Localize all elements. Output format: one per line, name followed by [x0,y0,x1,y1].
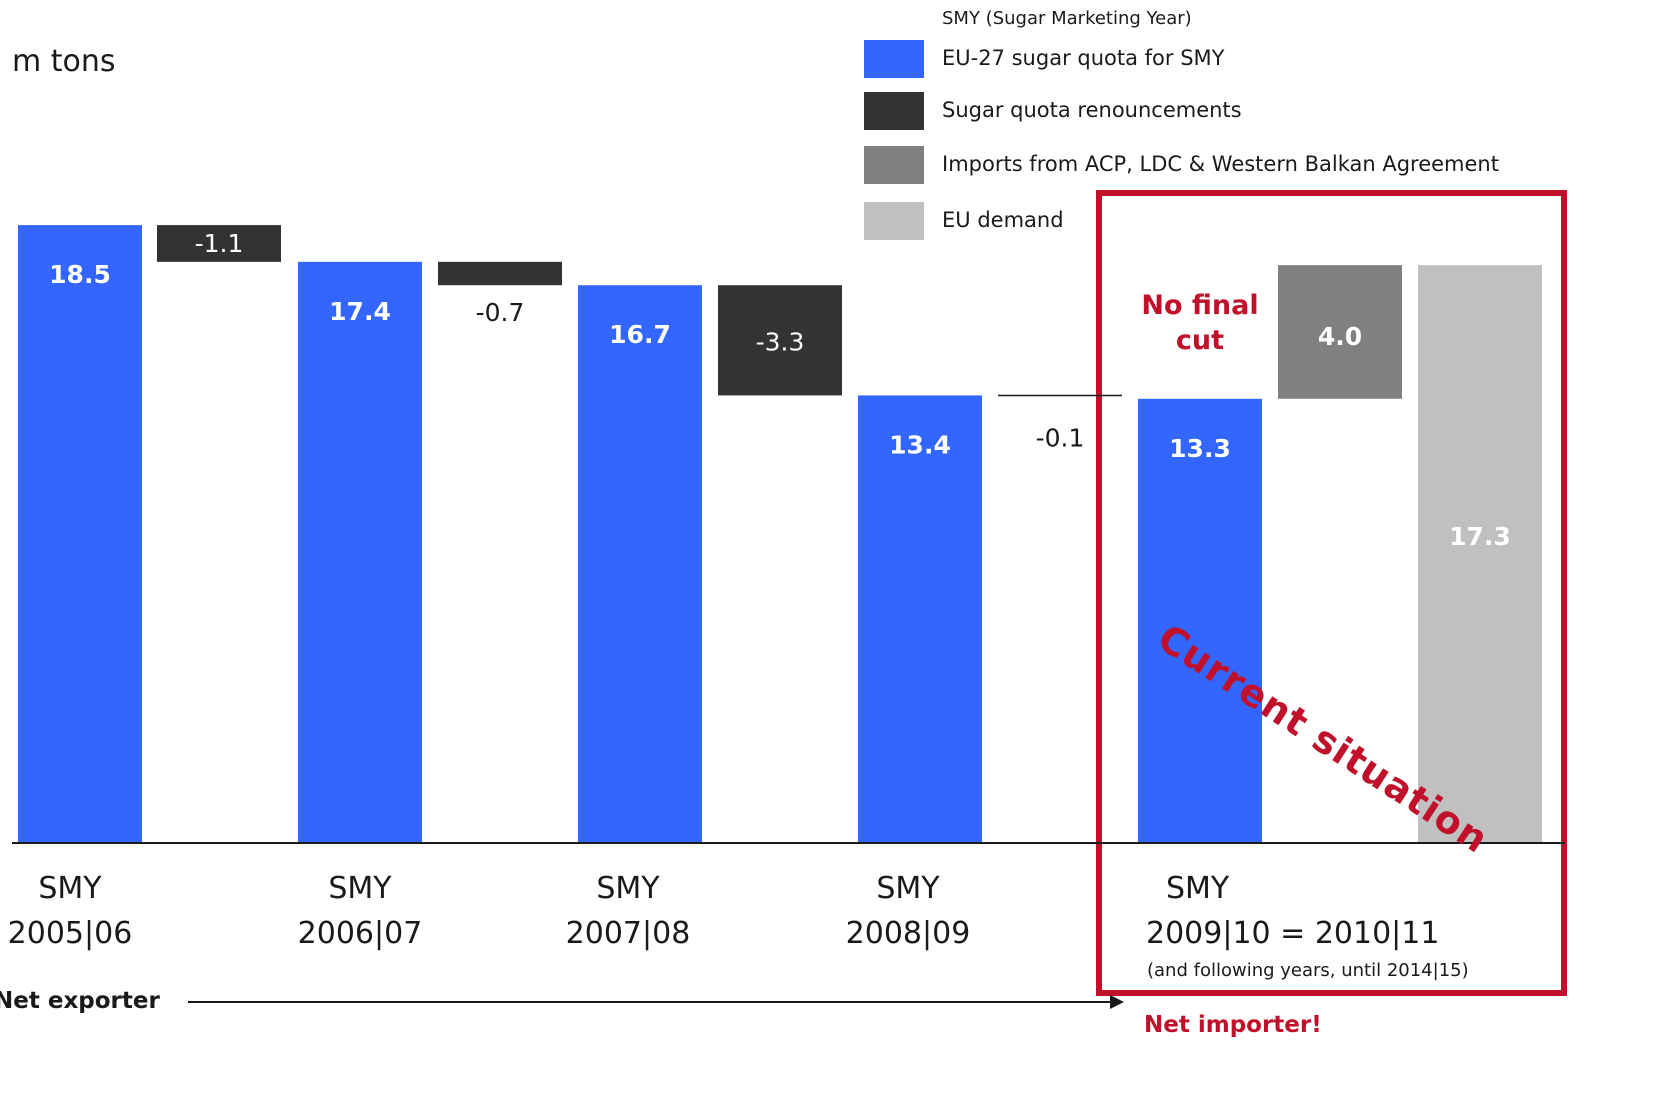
data-label-2: 17.4 [329,297,391,326]
bar-5 [718,285,842,396]
legend-note: SMY (Sugar Marketing Year) [942,8,1192,29]
bar-2 [298,261,422,844]
category-label-year-4: 2009|10 = 2010|11 [1146,916,1439,951]
bar-8 [1138,398,1262,843]
data-label-9: 4.0 [1318,322,1362,351]
data-label-7: -0.1 [1036,423,1085,452]
legend-label-imports: Imports from ACP, LDC & Western Balkan A… [942,152,1499,176]
legend-label-demand: EU demand [942,208,1064,232]
data-label-1: -1.1 [195,229,244,258]
legend-swatch-quota [864,40,924,78]
bar-0 [18,225,142,844]
category-label-smy-0: SMY [38,871,102,906]
bar-3 [438,261,562,286]
category-label-smy-4: SMY [1166,871,1230,906]
legend-label-quota: EU-27 sugar quota for SMY [942,46,1225,70]
category-label-smy-1: SMY [328,871,392,906]
data-label-3: -0.7 [476,298,525,327]
unit-label: m tons [12,44,116,79]
data-label-10: 17.3 [1449,522,1511,551]
data-label-6: 13.4 [889,430,951,459]
legend-swatch-imports [864,146,924,184]
data-label-4: 16.7 [609,320,671,349]
data-label-8: 13.3 [1169,434,1231,463]
category-label-year-2: 2007|08 [566,916,691,951]
net-importer-label: Net importer! [1144,1012,1322,1038]
category-label-year-1: 2006|07 [298,916,423,951]
net-exporter-label: Net exporter [0,988,160,1014]
data-label-5: -3.3 [756,327,805,356]
flow-arrow-head [1110,995,1124,1009]
category-label-smy-2: SMY [596,871,660,906]
bar-4 [578,285,702,844]
category-label-smy-3: SMY [876,871,940,906]
category-label-year-3: 2008|09 [846,916,971,951]
no-final-cut-note: No final cut [1141,290,1259,356]
following-years-note: (and following years, until 2014|15) [1147,960,1469,981]
bar-10 [1418,265,1542,843]
data-label-0: 18.5 [49,260,111,289]
category-label-year-0: 2005|06 [8,916,133,951]
bar-9 [1278,265,1402,399]
current-situation-box [1096,190,1567,996]
legend-swatch-renouncement [864,92,924,130]
legend-swatch-demand [864,202,924,240]
bar-6 [858,395,982,843]
bar-1 [157,225,281,262]
legend-label-renouncement: Sugar quota renouncements [942,98,1242,122]
